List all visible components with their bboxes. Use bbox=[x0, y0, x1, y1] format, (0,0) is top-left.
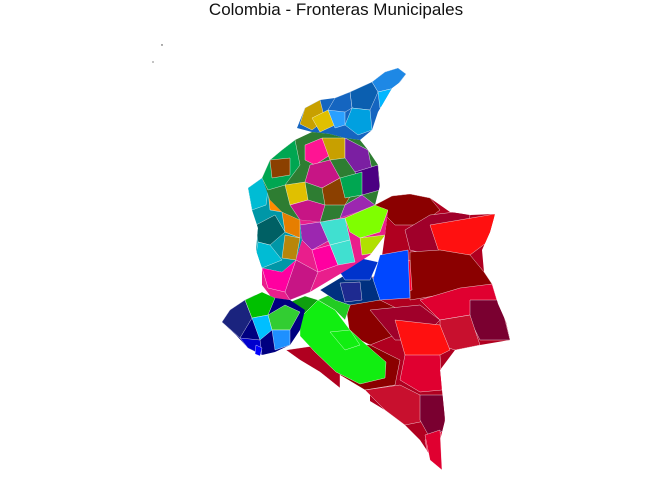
municipality bbox=[359, 234, 386, 256]
municipality bbox=[289, 199, 326, 222]
island-dot bbox=[161, 44, 163, 46]
region-andes-north bbox=[262, 132, 380, 222]
municipality bbox=[424, 429, 443, 471]
municipality bbox=[339, 171, 363, 199]
municipality bbox=[329, 239, 356, 266]
region-meta-blue bbox=[319, 249, 411, 306]
municipality bbox=[339, 281, 363, 303]
municipality bbox=[371, 68, 406, 93]
island-dot bbox=[152, 61, 154, 63]
municipality bbox=[251, 314, 273, 341]
municipality bbox=[254, 344, 263, 357]
municipality bbox=[344, 205, 388, 239]
municipality bbox=[329, 329, 361, 351]
municipality bbox=[374, 194, 441, 226]
municipality bbox=[271, 329, 291, 351]
municipality bbox=[399, 354, 443, 393]
municipality bbox=[327, 91, 353, 116]
municipality bbox=[344, 107, 373, 136]
municipality bbox=[269, 157, 291, 179]
municipality bbox=[244, 292, 276, 319]
map-title: Colombia - Fronteras Municipales bbox=[208, 0, 464, 19]
municipality bbox=[327, 109, 346, 129]
region-llanos-green bbox=[287, 289, 387, 385]
municipality bbox=[284, 259, 319, 300]
region-pacific-south bbox=[222, 292, 305, 355]
municipality bbox=[304, 137, 331, 166]
municipality bbox=[255, 214, 286, 246]
